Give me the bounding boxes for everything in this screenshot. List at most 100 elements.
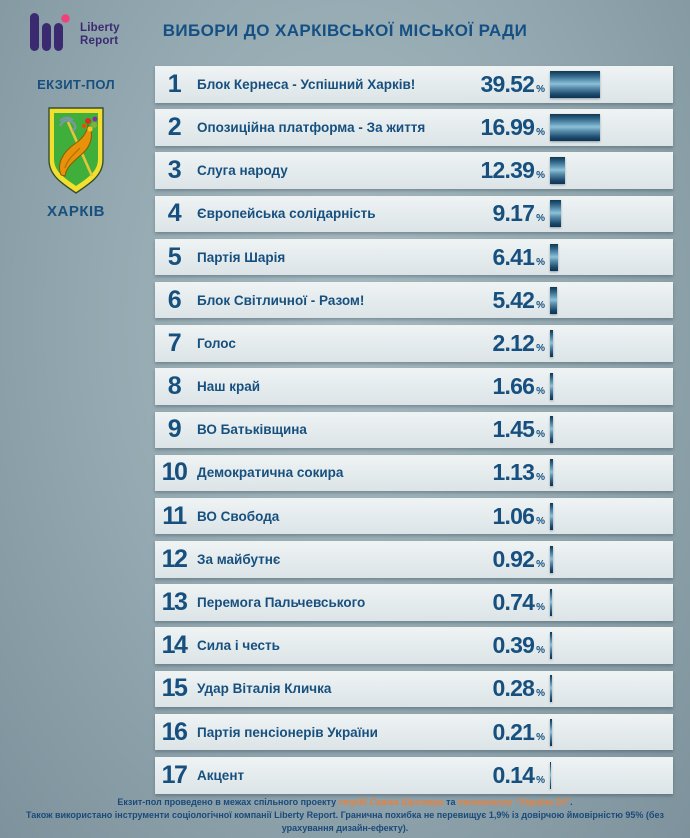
- percent-value: 0.39%: [492, 632, 545, 659]
- party-name: Партія пенсіонерів України: [197, 724, 378, 740]
- result-bar: [550, 675, 552, 703]
- party-name: ВО Батьківщина: [197, 422, 307, 438]
- bar-area: [545, 627, 673, 664]
- result-bar: [550, 157, 565, 185]
- percent-value: 0.14%: [492, 761, 545, 788]
- percent-value: 9.17%: [492, 200, 545, 227]
- bar-area: [545, 541, 673, 578]
- rank-number: 15: [161, 674, 188, 703]
- bar-area: [545, 757, 673, 794]
- brand-text: Liberty Report: [80, 22, 120, 48]
- percent-value: 0.74%: [492, 589, 545, 615]
- result-bar: [550, 70, 600, 98]
- percent-sign: %: [536, 731, 545, 743]
- result-row: 8 Наш край 1.66%: [155, 368, 673, 405]
- percent-value: 5.42%: [492, 286, 545, 313]
- result-bar: [550, 632, 552, 660]
- result-bar: [550, 200, 561, 228]
- bar-area: [545, 498, 673, 535]
- rank-number: 9: [167, 415, 182, 444]
- bar-area: [545, 368, 673, 405]
- liberty-report-logo-icon: [30, 13, 71, 57]
- party-name: Опозиційна платформа - За життя: [197, 119, 426, 135]
- bar-area: [545, 239, 673, 276]
- percent-sign: %: [536, 170, 545, 182]
- rank-number: 7: [167, 328, 182, 357]
- result-row: 7 Голос 2.12%: [155, 325, 673, 362]
- percent-value: 16.99%: [480, 113, 545, 140]
- percent-value: 0.28%: [492, 675, 545, 702]
- percent-sign: %: [536, 645, 545, 657]
- percent-sign: %: [536, 342, 545, 354]
- bar-area: [545, 282, 673, 319]
- result-row: 10 Демократична сокира 1.13%: [155, 454, 673, 492]
- percent-sign: %: [536, 472, 545, 484]
- party-name: Удар Віталія Кличка: [197, 681, 332, 697]
- percent-value: 6.41%: [492, 243, 545, 270]
- result-bar: [550, 545, 553, 573]
- party-name: Слуга народу: [197, 163, 288, 179]
- result-row: 13 Перемога Пальчевського 0.74%: [155, 584, 673, 621]
- party-name: Блок Світличної - Разом!: [197, 292, 365, 308]
- percent-value: 0.92%: [492, 545, 545, 572]
- rank-number: 14: [161, 631, 188, 660]
- exit-poll-label: ЕКЗИТ-ПОЛ: [37, 77, 115, 92]
- bar-area: [545, 412, 673, 449]
- result-bar: [550, 718, 552, 746]
- footer-line1: Екзит-пол проведено в межах спільного пр…: [0, 796, 690, 809]
- percent-sign: %: [536, 688, 545, 700]
- percent-sign: %: [536, 83, 545, 95]
- result-bar: [550, 761, 551, 789]
- brand-line1: Liberty: [80, 21, 120, 34]
- footer-highlight: студії Савіка Шустера: [338, 797, 444, 807]
- percent-sign: %: [536, 515, 545, 527]
- percent-value: 1.13%: [492, 459, 545, 486]
- rank-number: 4: [167, 199, 182, 228]
- rank-number: 12: [161, 544, 188, 573]
- result-row: 5 Партія Шарія 6.41%: [155, 238, 673, 276]
- percent-sign: %: [536, 213, 545, 225]
- result-bar: [550, 329, 553, 357]
- kharkiv-coat-of-arms-icon: [47, 106, 105, 201]
- footer-text: Екзит-пол проведено в межах спільного пр…: [117, 797, 339, 807]
- bar-area: [545, 325, 673, 362]
- bar-area: [545, 152, 673, 189]
- party-name: Європейська солідарність: [197, 206, 376, 222]
- percent-sign: %: [536, 602, 545, 613]
- result-bar: [550, 373, 553, 401]
- party-name: Блок Кернеса - Успішний Харків!: [197, 76, 416, 92]
- percent-sign: %: [536, 256, 545, 268]
- rank-number: 16: [161, 717, 188, 746]
- percent-sign: %: [536, 558, 545, 570]
- percent-value: 39.52%: [480, 70, 545, 97]
- result-row: 16 Партія пенсіонерів України 0.21%: [155, 713, 673, 751]
- rank-number: 11: [162, 501, 187, 530]
- footer-text: та: [443, 797, 458, 807]
- rank-number: 3: [167, 156, 182, 185]
- result-row: 17 Акцент 0.14%: [155, 757, 673, 794]
- percent-value: 1.66%: [492, 373, 545, 400]
- rank-number: 17: [161, 760, 188, 789]
- result-row: 6 Блок Світличної - Разом! 5.42%: [155, 281, 673, 319]
- result-row: 2 Опозиційна платформа - За життя 16.99%: [155, 109, 673, 146]
- party-name: Партія Шарія: [197, 249, 286, 265]
- bar-area: [545, 584, 673, 621]
- percent-value: 0.21%: [492, 718, 545, 745]
- result-row: 1 Блок Кернеса - Успішний Харків! 39.52%: [155, 66, 673, 103]
- party-name: За майбутнє: [197, 551, 281, 567]
- rank-number: 1: [167, 69, 182, 98]
- city-label: ХАРКІВ: [47, 203, 105, 220]
- bar-area: [545, 671, 673, 708]
- bar-area: [545, 196, 673, 233]
- party-name: Демократична сокира: [197, 465, 344, 481]
- rank-number: 6: [167, 285, 182, 314]
- result-row: 15 Удар Віталія Кличка 0.28%: [155, 670, 673, 708]
- percent-sign: %: [536, 299, 545, 311]
- result-bar: [550, 416, 553, 444]
- footer-note: Екзит-пол проведено в межах спільного пр…: [0, 796, 690, 835]
- party-name: Наш край: [197, 379, 261, 395]
- brand-line2: Report: [80, 35, 119, 47]
- party-name: Перемога Пальчевського: [197, 595, 366, 610]
- percent-sign: %: [536, 774, 545, 786]
- party-name: ВО Свобода: [197, 508, 280, 524]
